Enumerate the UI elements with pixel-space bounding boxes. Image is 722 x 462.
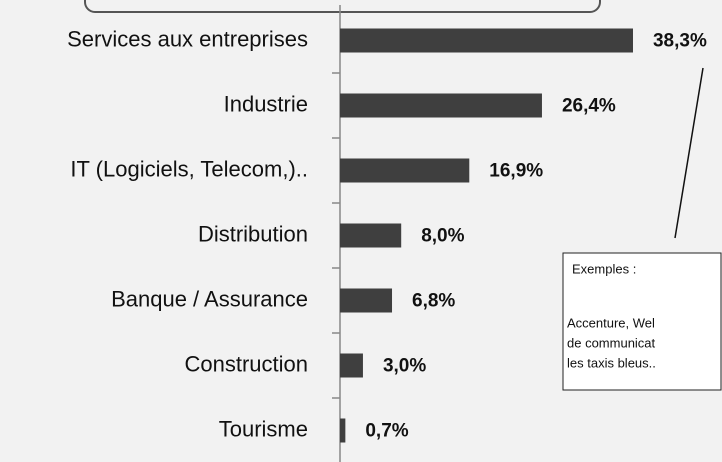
y-tick-label: Construction (184, 351, 308, 376)
value-label: 6,8% (412, 291, 455, 312)
value-label: 26,4% (562, 96, 616, 117)
y-tick-label: Tourisme (219, 416, 308, 441)
bar (340, 28, 633, 53)
bar (340, 418, 346, 443)
bar (340, 353, 363, 378)
y-tick-label: Distribution (198, 221, 308, 246)
annotation-box (562, 252, 722, 391)
annotation-text: Accenture, Wel (567, 315, 655, 330)
bar (340, 223, 402, 248)
value-label: 16,9% (489, 161, 543, 182)
y-tick-label: Industrie (224, 91, 308, 116)
annotation-text: de communicat (567, 335, 656, 350)
bar (340, 93, 542, 118)
top-box (84, 0, 601, 13)
bar (340, 158, 470, 183)
annotation-leader (674, 67, 704, 239)
annotation-text: Exemples : (572, 261, 636, 276)
y-tick-label: IT (Logiciels, Telecom,).. (70, 156, 308, 181)
value-label: 0,7% (365, 421, 408, 442)
value-label: 3,0% (383, 356, 426, 377)
annotation-text: les taxis bleus.. (567, 355, 656, 370)
value-label: 38,3% (653, 31, 707, 52)
value-label: 8,0% (421, 226, 464, 247)
y-tick-label: Banque / Assurance (111, 286, 308, 311)
y-tick-label: Services aux entreprises (67, 26, 308, 51)
bar (340, 288, 393, 313)
